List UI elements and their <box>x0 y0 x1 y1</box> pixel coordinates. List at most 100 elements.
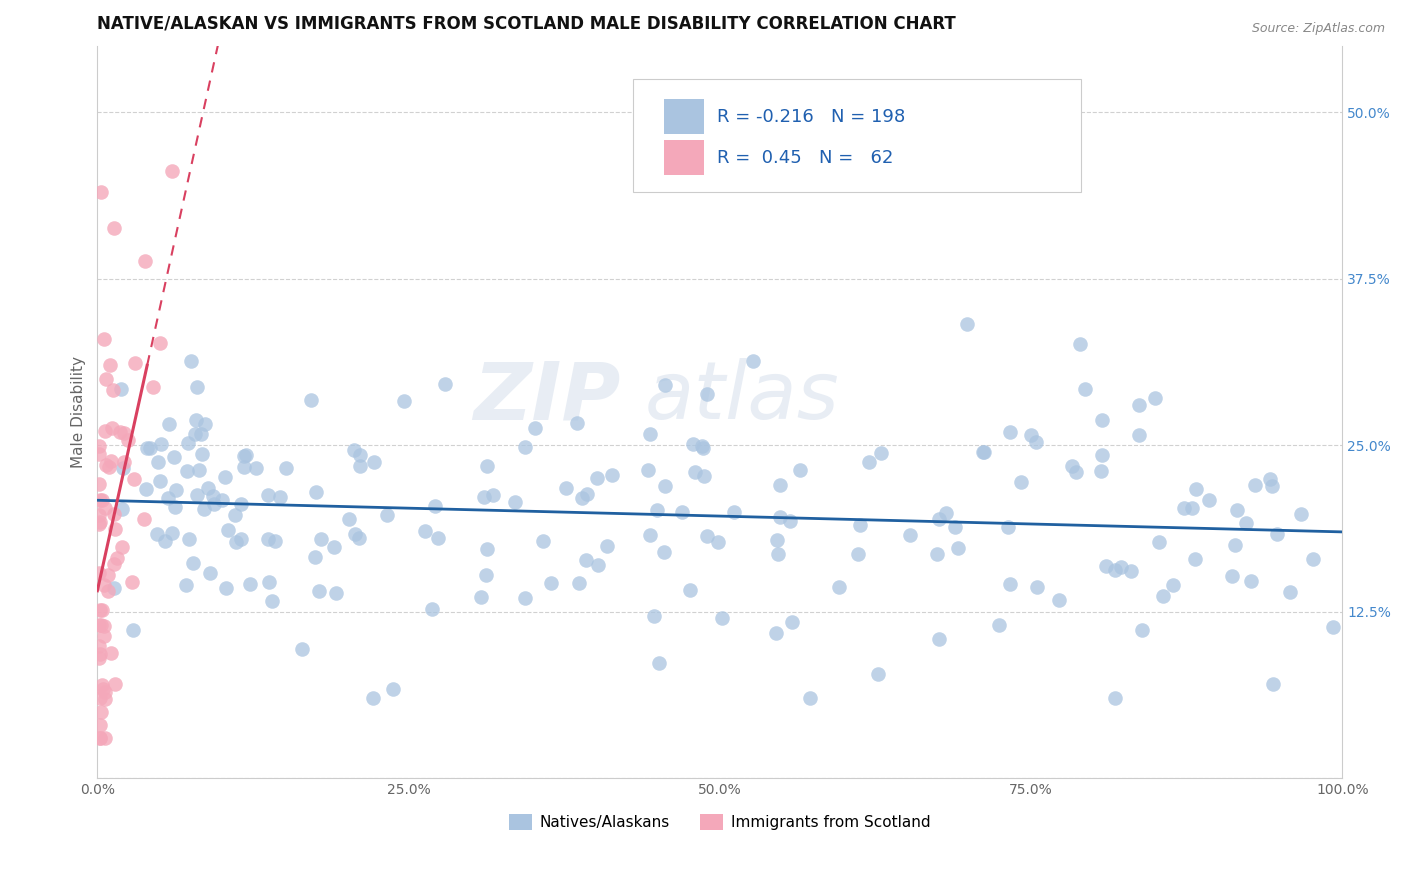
Point <box>245 461 267 475</box>
Point <box>94 692 117 706</box>
Point <box>1130 623 1153 637</box>
Point <box>190 447 212 461</box>
Point <box>973 445 995 459</box>
Point <box>1021 427 1043 442</box>
Legend: Natives/Alaskans, Immigrants from Scotland: Natives/Alaskans, Immigrants from Scotla… <box>503 808 936 837</box>
Point <box>157 491 180 505</box>
Point <box>89 647 111 661</box>
Text: R =  0.45   N =   62: R = 0.45 N = 62 <box>717 149 894 167</box>
Point <box>110 382 132 396</box>
Point <box>89 731 111 746</box>
Point <box>654 478 676 492</box>
Point <box>93 629 115 643</box>
Point <box>693 468 716 483</box>
Point <box>257 575 280 590</box>
Point <box>121 574 143 589</box>
Point <box>575 553 598 567</box>
Point <box>190 427 212 442</box>
Point <box>87 651 110 665</box>
Point <box>925 547 948 561</box>
Point <box>766 547 789 561</box>
Point <box>162 450 184 465</box>
Point <box>638 426 661 441</box>
Point <box>89 493 111 508</box>
Point <box>648 657 671 671</box>
Point <box>97 567 120 582</box>
Point <box>132 512 155 526</box>
Point <box>149 336 172 351</box>
Point <box>645 503 668 517</box>
Point <box>122 623 145 637</box>
Point <box>214 470 236 484</box>
Point <box>100 454 122 468</box>
Point <box>1128 428 1150 442</box>
Point <box>1091 413 1114 427</box>
Point <box>311 533 333 547</box>
Point <box>124 356 146 370</box>
Point <box>690 439 713 453</box>
Point <box>134 482 156 496</box>
Point <box>90 705 112 719</box>
Point <box>1149 534 1171 549</box>
Point <box>299 393 322 408</box>
Point <box>769 478 792 492</box>
Point <box>157 417 180 431</box>
Point <box>274 461 297 475</box>
Point <box>239 577 262 591</box>
Point <box>304 550 326 565</box>
Point <box>1090 465 1112 479</box>
Point <box>1026 581 1049 595</box>
Point <box>153 533 176 548</box>
Point <box>363 455 385 469</box>
Bar <box>664 99 703 135</box>
Point <box>93 578 115 592</box>
Point <box>198 566 221 581</box>
Point <box>1263 677 1285 691</box>
Point <box>779 514 801 528</box>
Point <box>742 354 765 368</box>
Point <box>1119 565 1142 579</box>
Point <box>105 550 128 565</box>
Point <box>671 505 693 519</box>
Point <box>513 591 536 605</box>
Point <box>898 528 921 542</box>
Point <box>94 731 117 746</box>
Point <box>1091 448 1114 462</box>
Point <box>1181 501 1204 516</box>
Point <box>93 619 115 633</box>
Point <box>943 519 966 533</box>
Point <box>503 494 526 508</box>
Point <box>184 413 207 427</box>
Point <box>586 558 609 572</box>
Point <box>1185 482 1208 496</box>
Point <box>707 535 730 549</box>
Point <box>682 437 704 451</box>
Point <box>229 497 252 511</box>
Point <box>347 531 370 545</box>
Point <box>799 691 821 706</box>
Point <box>1064 465 1087 479</box>
Point <box>96 583 118 598</box>
Point <box>1060 458 1083 473</box>
Point <box>201 490 224 504</box>
Point <box>1073 382 1095 396</box>
Point <box>111 502 134 516</box>
Point <box>481 488 503 502</box>
Point <box>652 544 675 558</box>
Point <box>789 463 811 477</box>
Point <box>186 380 208 394</box>
Point <box>257 532 280 546</box>
Point <box>869 445 891 459</box>
Point <box>828 580 851 594</box>
Point <box>176 464 198 478</box>
Point <box>1095 558 1118 573</box>
Point <box>197 482 219 496</box>
Point <box>1152 589 1174 603</box>
Point <box>696 529 718 543</box>
Point <box>87 617 110 632</box>
Point <box>224 508 246 522</box>
Point <box>361 691 384 706</box>
Point <box>112 461 135 475</box>
Point <box>233 460 256 475</box>
Point <box>946 541 969 556</box>
